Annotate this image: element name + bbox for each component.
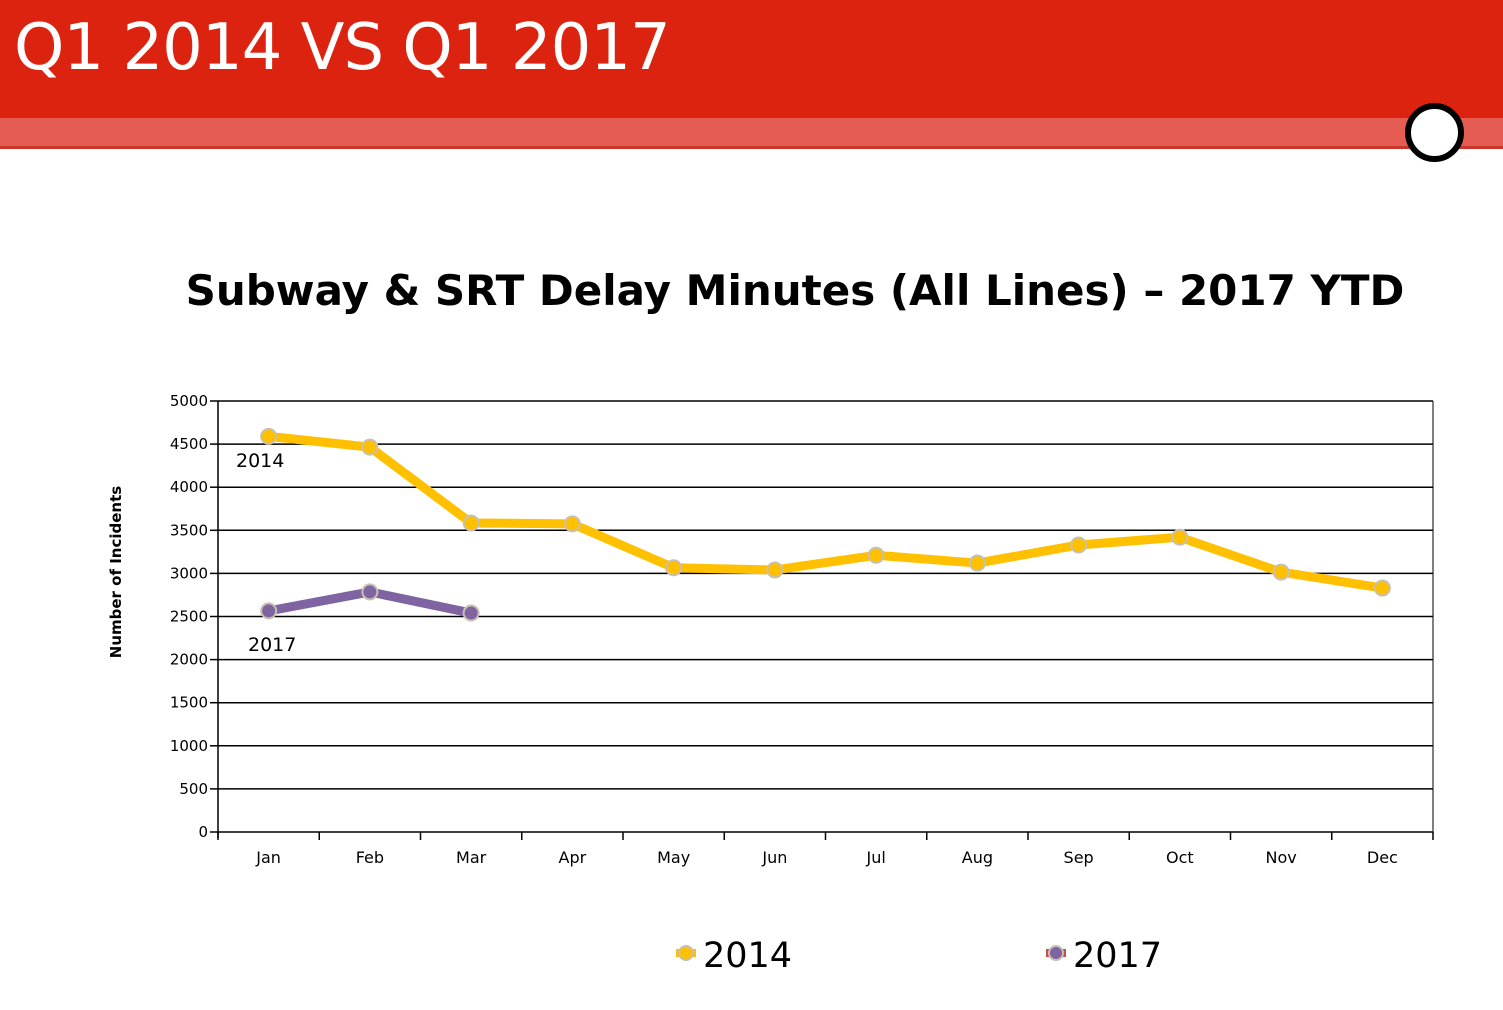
slide-title: Q1 2014 VS Q1 2017 (14, 11, 671, 85)
chart-title: Subway & SRT Delay Minutes (All Lines) –… (186, 266, 1405, 315)
series-line-2014 (268, 431, 1384, 593)
header-stripe (0, 118, 1503, 146)
data-point-2014 (968, 554, 986, 572)
header-rule (0, 146, 1503, 149)
y-tick-label: 2500 (170, 608, 208, 626)
x-tick-label: May (657, 848, 690, 867)
data-point-2014 (1070, 536, 1088, 554)
y-tick-label: 5000 (170, 392, 208, 410)
data-point-2017 (260, 602, 278, 620)
data-point-2017 (462, 604, 480, 622)
data-point-2014 (867, 546, 885, 564)
y-tick-label: 3000 (170, 564, 208, 582)
y-tick-label: 1000 (170, 737, 208, 755)
data-point-2014 (766, 561, 784, 579)
x-tick-label: Jan (255, 848, 281, 867)
circle-icon (1405, 103, 1464, 162)
x-tick-label: Sep (1064, 848, 1094, 867)
x-tick-label: Jul (865, 848, 885, 867)
x-tick-label: Oct (1166, 848, 1194, 867)
data-point-2014 (462, 514, 480, 532)
series-annotation-2017: 2017 (248, 634, 296, 656)
x-tick-label: Feb (356, 848, 384, 867)
data-point-2014 (563, 515, 581, 533)
y-tick-label: 4000 (170, 478, 208, 496)
data-point-2014 (1373, 579, 1391, 597)
y-tick-label: 2000 (170, 651, 208, 669)
series-annotation-2014: 2014 (236, 450, 284, 472)
x-tick-label: Jun (761, 848, 787, 867)
y-tick-label: 3500 (170, 521, 208, 539)
y-tick-label: 1500 (170, 694, 208, 712)
x-tick-label: Nov (1266, 848, 1297, 867)
y-tick-label: 500 (179, 780, 208, 798)
legend-marker-2017 (1048, 945, 1064, 961)
y-tick-label: 4500 (170, 435, 208, 453)
y-axis-label: Number of Incidents (107, 486, 125, 658)
y-tick-label: 0 (198, 823, 208, 841)
x-tick-label: Mar (456, 848, 487, 867)
x-tick-label: Aug (962, 848, 993, 867)
legend-label-2014: 2014 (703, 936, 792, 976)
data-point-2014 (665, 559, 683, 577)
data-point-2017 (361, 583, 379, 601)
x-tick-label: Dec (1367, 848, 1398, 867)
legend-marker-2014 (678, 945, 694, 961)
x-tick-label: Apr (559, 848, 587, 867)
header-band (0, 0, 1503, 118)
data-point-2014 (1272, 563, 1290, 581)
legend-label-2017: 2017 (1073, 936, 1162, 976)
data-point-2014 (361, 438, 379, 456)
data-point-2014 (1171, 528, 1189, 546)
data-point-2014 (260, 427, 278, 445)
